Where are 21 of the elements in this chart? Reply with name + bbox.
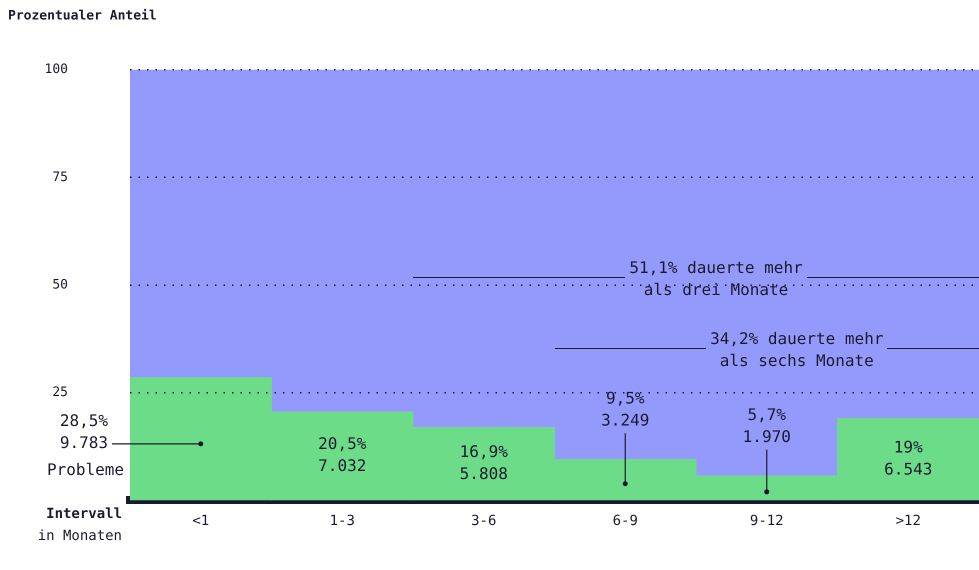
- y-tick-label: 75: [52, 170, 68, 185]
- data-label: 19% 6.543: [884, 437, 932, 478]
- text: Probleme: [46, 460, 124, 480]
- x-tick-label: 3-6: [471, 513, 496, 530]
- annotation: 34,2% dauerte mehr als sechs Monate: [710, 328, 884, 370]
- data-label: 28,5% 9.783: [60, 411, 108, 452]
- y-tick-label: 50: [52, 277, 68, 292]
- data-label: 16,9% 5.808: [460, 442, 508, 483]
- x-tick-label: 9-12: [750, 513, 784, 530]
- y-axis-title: Prozentualer Anteil: [8, 8, 157, 24]
- y-tick-label: 100: [44, 62, 68, 78]
- data-label: 5,7% 1.970: [742, 404, 791, 446]
- x-tick-label: >12: [896, 513, 921, 530]
- annotation: 51,1% dauerte mehr als drei Monate: [629, 258, 804, 299]
- data-label: 9,5% 3.249: [601, 388, 650, 430]
- x-tick-label: <1: [192, 513, 210, 530]
- x-tick-label: 6-9: [612, 513, 638, 530]
- data-label: 20,5% 7.032: [318, 434, 367, 476]
- x-axis-title: Intervall in Monaten: [38, 506, 122, 544]
- y-tick-label: 25: [52, 384, 68, 400]
- x-tick-label: 1-3: [330, 513, 355, 530]
